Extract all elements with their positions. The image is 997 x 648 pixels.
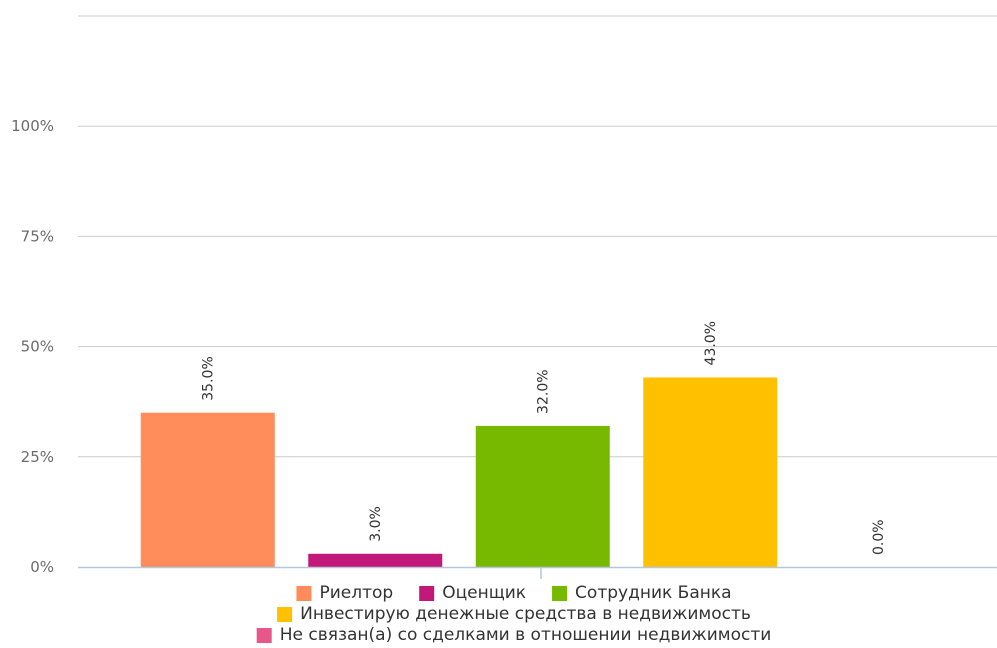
legend-label: Инвестирую денежные средства в недвижимо… [300, 604, 751, 624]
y-tick-label: 25% [21, 448, 54, 466]
legend-item[interactable]: Инвестирую денежные средства в недвижимо… [277, 604, 751, 624]
legend-swatch [296, 586, 312, 601]
data-labels: 35.0% 3.0% 32.0% 43.0% 0.0% [201, 321, 887, 555]
legend: Риелтор Оценщик Сотрудник БанкаИнвестирую … [256, 583, 772, 645]
legend-item[interactable]: Риелтор [296, 583, 393, 603]
bar [140, 412, 275, 567]
bars [140, 377, 778, 567]
data-label: 0.0% [871, 519, 887, 555]
y-tick-label: 0% [30, 558, 54, 576]
legend-item[interactable]: Не связан(а) со сделками в отношении нед… [256, 625, 772, 645]
legend-swatch [419, 586, 435, 601]
legend-item[interactable]: Сотрудник Банка [552, 583, 732, 603]
legend-label: Риелтор [319, 583, 393, 603]
gridlines [78, 15, 997, 458]
legend-swatch [256, 628, 272, 643]
bar [643, 377, 778, 567]
legend-swatch [552, 586, 568, 601]
x-axis [78, 566, 997, 579]
data-label: 35.0% [201, 356, 217, 400]
bar [475, 425, 610, 567]
bar [308, 553, 443, 567]
legend-label: Оценщик [442, 583, 526, 603]
legend-swatch [277, 607, 293, 622]
legend-label: Не связан(а) со сделками в отношении нед… [280, 625, 772, 645]
data-label: 32.0% [536, 369, 552, 413]
data-label: 3.0% [368, 506, 384, 542]
y-tick-label: 75% [21, 227, 54, 245]
legend-label: Сотрудник Банка [575, 583, 732, 603]
y-axis-ticks: 0% 25% 50% 75% 100% [11, 117, 54, 576]
data-label: 43.0% [703, 321, 719, 365]
y-tick-label: 100% [11, 117, 54, 135]
legend-item[interactable]: Оценщик [419, 583, 526, 603]
y-tick-label: 50% [21, 338, 54, 356]
